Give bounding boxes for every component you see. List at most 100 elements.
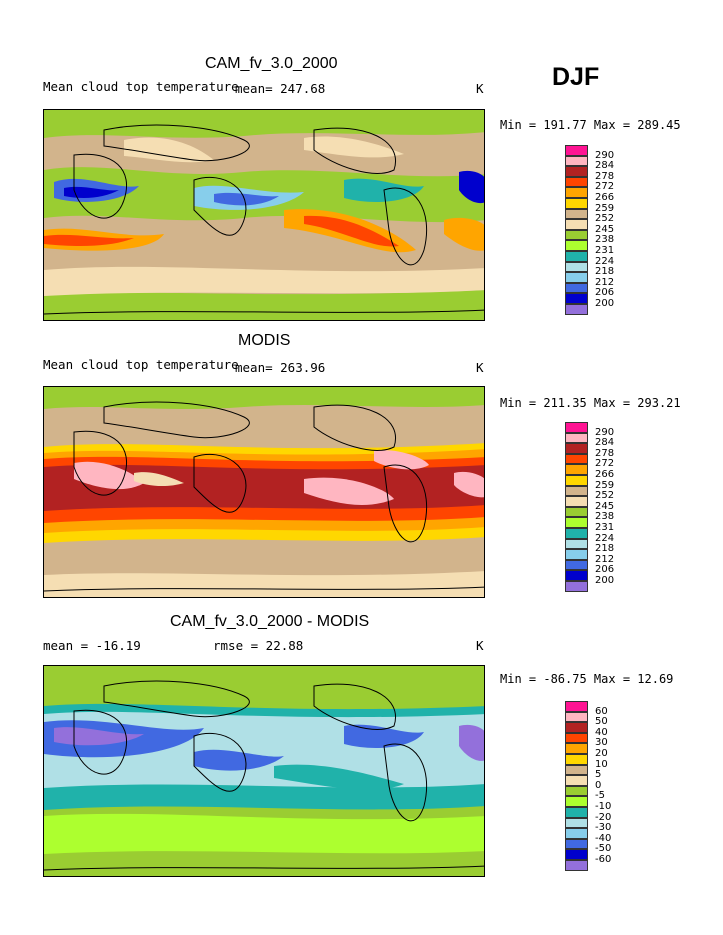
legend-swatch xyxy=(565,817,588,829)
legend-swatch xyxy=(565,485,588,497)
legend-level-label: 259 xyxy=(595,202,615,214)
legend-level-label: 10 xyxy=(595,758,608,770)
legend-swatch xyxy=(565,775,588,786)
legend-swatch xyxy=(565,581,588,592)
legend-level-label: -60 xyxy=(595,854,612,865)
legend-level-label: 284 xyxy=(595,160,615,172)
legend-level-label: 278 xyxy=(595,170,615,182)
units-label-diff: K xyxy=(476,638,484,653)
diff-mean-label: mean = -16.19 xyxy=(43,638,141,653)
legend-swatch xyxy=(565,155,588,167)
legend-swatch xyxy=(565,475,588,486)
legend-level-label: 238 xyxy=(595,511,615,523)
legend-level-label: 245 xyxy=(595,500,615,512)
map-model xyxy=(43,109,485,321)
mean-label-obs: mean= 263.96 xyxy=(235,360,326,375)
legend-swatch xyxy=(565,701,588,712)
legend-level-label: 20 xyxy=(595,748,608,759)
legend-level-label: -20 xyxy=(595,811,612,823)
legend-level-label: 266 xyxy=(595,192,615,203)
minmax-label-diff: Min = -86.75 Max = 12.69 xyxy=(500,672,674,686)
legend-level-label: 200 xyxy=(595,298,615,309)
legend-swatch xyxy=(565,528,588,539)
variable-label-model: Mean cloud top temperature xyxy=(43,79,239,94)
legend-swatch xyxy=(565,208,588,220)
legend-swatch xyxy=(565,229,588,241)
legend-level-label: 5 xyxy=(595,769,602,781)
legend-level-label: 290 xyxy=(595,149,615,161)
legend-swatch xyxy=(565,785,588,797)
legend-swatch xyxy=(565,732,588,744)
legend-swatch xyxy=(565,443,588,454)
legend-level-label: 252 xyxy=(595,490,615,502)
legend-level-label: 60 xyxy=(595,705,608,717)
legend-level-label: 0 xyxy=(595,779,602,791)
legend-level-label: 30 xyxy=(595,737,608,749)
legend-level-label: 206 xyxy=(595,287,615,299)
legend-level-label: 224 xyxy=(595,532,615,544)
legend-swatch xyxy=(565,496,588,507)
legend-level-label: -30 xyxy=(595,822,612,834)
legend-level-label: -40 xyxy=(595,832,612,844)
legend-swatch xyxy=(565,145,588,156)
panel-title-obs: MODIS xyxy=(238,332,291,349)
legend-swatch xyxy=(565,261,588,273)
legend-swatch xyxy=(565,453,588,465)
legend-swatch xyxy=(565,240,588,251)
legend-level-label: 218 xyxy=(595,543,615,555)
legend-swatch xyxy=(565,549,588,560)
legend-swatch xyxy=(565,293,588,304)
legend-level-label: 272 xyxy=(595,181,615,193)
legend-level-label: 212 xyxy=(595,553,615,565)
legend-swatch xyxy=(565,304,588,315)
panel-title-model: CAM_fv_3.0_2000 xyxy=(205,55,338,72)
legend-swatch xyxy=(565,506,588,518)
legend-level-label: 290 xyxy=(595,426,615,438)
minmax-label-obs: Min = 211.35 Max = 293.21 xyxy=(500,396,681,410)
units-label-obs: K xyxy=(476,360,484,375)
legend-swatch xyxy=(565,559,588,571)
legend-swatch xyxy=(565,187,588,198)
legend-level-label: -50 xyxy=(595,843,612,855)
legend-swatch xyxy=(565,754,588,765)
legend-swatch xyxy=(565,838,588,850)
legend-swatch xyxy=(565,251,588,262)
legend-swatch xyxy=(565,743,588,754)
legend-level-label: 259 xyxy=(595,479,615,491)
diff-rmse-label: rmse = 22.88 xyxy=(213,638,304,653)
legend-swatch xyxy=(565,272,588,283)
legend-level-label: 245 xyxy=(595,223,615,235)
mean-label-model: mean= 247.68 xyxy=(235,81,326,96)
minmax-label-model: Min = 191.77 Max = 289.45 xyxy=(500,118,681,132)
legend-swatch xyxy=(565,517,588,528)
legend-swatch xyxy=(565,422,588,433)
legend-level-label: 231 xyxy=(595,522,615,533)
legend-level-label: 252 xyxy=(595,213,615,225)
legend-level-label: -5 xyxy=(595,790,605,802)
legend-swatch xyxy=(565,711,588,723)
legend-level-label: 266 xyxy=(595,469,615,480)
legend-swatch xyxy=(565,176,588,188)
legend-level-label: 200 xyxy=(595,575,615,586)
legend-level-label: 40 xyxy=(595,726,608,738)
legend-swatch xyxy=(565,166,588,177)
variable-label-obs: Mean cloud top temperature xyxy=(43,357,239,372)
legend-swatch xyxy=(565,807,588,818)
season-label: DJF xyxy=(552,63,600,91)
legend-swatch xyxy=(565,570,588,581)
legend-level-label: -10 xyxy=(595,801,612,812)
map-diff xyxy=(43,665,485,877)
legend-swatch xyxy=(565,722,588,733)
legend-swatch xyxy=(565,282,588,294)
legend-swatch xyxy=(565,198,588,209)
legend-swatch xyxy=(565,219,588,230)
legend-level-label: 272 xyxy=(595,458,615,470)
legend-swatch xyxy=(565,796,588,807)
legend-swatch xyxy=(565,849,588,860)
legend-level-label: 224 xyxy=(595,255,615,267)
legend-swatch xyxy=(565,464,588,475)
legend-level-label: 231 xyxy=(595,245,615,256)
legend-swatch xyxy=(565,764,588,776)
legend-level-label: 238 xyxy=(595,234,615,246)
legend-level-label: 218 xyxy=(595,266,615,278)
